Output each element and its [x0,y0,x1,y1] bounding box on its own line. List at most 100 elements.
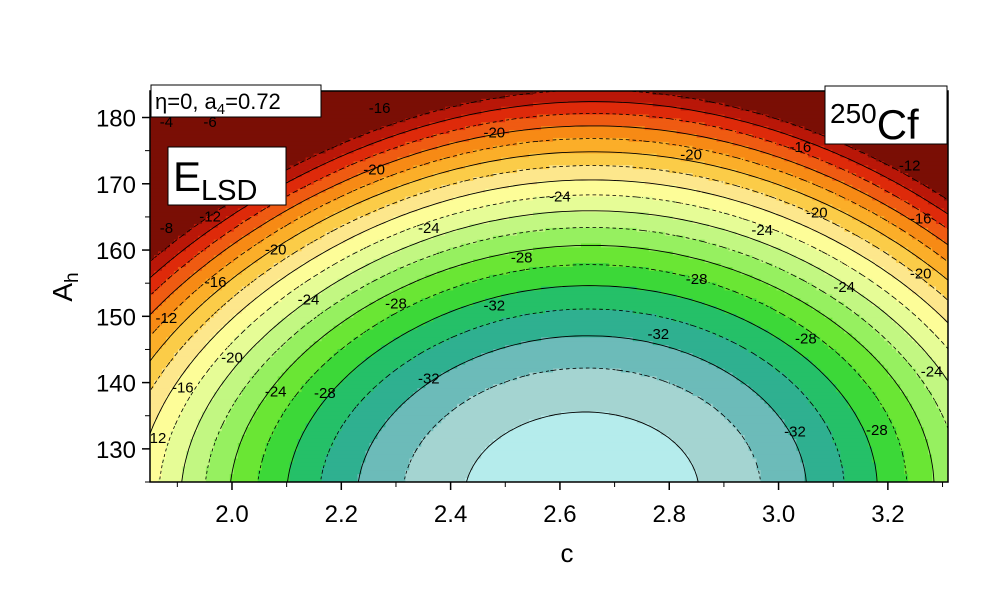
contour-band-cell [353,290,394,295]
contour-band-cell [229,243,255,248]
contour-band-cell [341,321,379,327]
contour-band-cell [868,435,897,440]
contour-band-cell [872,458,905,464]
contour-band-cell [209,227,235,233]
contour-band-cell [720,263,774,268]
contour-band-cell [217,388,243,393]
nucleus-mass-number: 250 [830,98,877,129]
contour-band-cell [936,364,948,370]
contour-band-cell [189,337,211,342]
contour-band-cell [217,309,243,315]
contour-band-cell [856,368,889,374]
y-tick-label: 160 [96,238,136,265]
contour-band-cell [752,122,793,127]
contour-band-cell [844,282,877,288]
contour-band-cell [812,263,845,268]
contour-band-cell [369,169,406,174]
contour-band-cell [325,360,363,366]
contour-band-cell [177,286,199,292]
contour-band-cell [856,251,889,256]
contour-band-cell [337,384,379,389]
contour-band-cell [321,309,359,315]
contour-band-cell [150,474,163,479]
contour-band-cell [493,235,686,241]
contour-band-cell [329,306,367,311]
contour-band-cell [792,317,833,323]
contour-band-cell [173,290,195,295]
contour-band-cell [165,341,187,346]
contour-band-cell [656,427,738,432]
contour-band-cell [880,231,909,237]
contour-band-cell [245,427,275,432]
contour-band-cell [150,130,371,135]
contour-band-cell [353,313,390,319]
contour-band-cell [393,173,434,178]
contour-band-cell [161,462,187,467]
contour-band-cell [469,395,702,401]
contour-band-cell [844,470,877,475]
contour-band-cell [265,333,295,338]
contour-band-cell [253,298,283,303]
contour-band-cell [349,137,383,143]
contour-band-cell [493,145,694,151]
contour-band-cell [892,274,921,280]
contour-band-cell [868,298,897,303]
contour-band-cell [780,266,821,272]
contour-band-cell [449,411,562,417]
contour-band-cell [405,227,458,233]
contour-band-cell [473,356,702,362]
contour-band-cell [377,192,418,198]
contour-band-cell [209,294,235,299]
contour-band-cell [301,325,335,331]
contour-band-cell [880,306,909,311]
contour-band-cell [337,435,379,440]
contour-band-cell [848,306,881,311]
contour-band-cell [221,352,247,358]
contour-band-cell [652,91,948,96]
contour-band-cell [285,368,319,374]
contour-band-cell [289,337,323,342]
contour-band-cell [213,360,239,366]
contour-band-cell [840,462,877,467]
contour-band-cell [273,216,299,221]
contour-band-cell [150,294,171,299]
contour-band-cell [177,306,199,311]
contour-band-cell [273,352,303,358]
contour-band-cell [756,466,805,471]
contour-band-cell [796,204,833,209]
contour-band-cell [856,173,881,178]
contour-band-cell [796,161,829,166]
contour-band-cell [161,368,187,374]
contour-band-cell [932,470,948,475]
contour-line [403,367,761,482]
contour-band-cell [309,259,343,264]
contour-band-cell [341,180,375,186]
contour-band-cell [904,462,933,467]
contour-band-cell [177,349,203,354]
y-tick-label: 140 [96,371,136,398]
contour-band-cell [201,220,223,225]
contour-band-cell [209,317,231,323]
nucleus-symbol: Cf [877,101,919,148]
contour-band-cell [185,247,207,252]
contour-band-cell [920,294,945,299]
contour-band-cell [632,165,722,170]
contour-band-cell [884,188,913,194]
contour-band-cell [273,231,299,237]
contour-band-cell [928,352,948,358]
contour-band-cell [493,173,694,178]
contour-band-cell [297,392,331,397]
contour-label: -32 [483,297,505,314]
contour-band-cell [477,278,702,284]
contour-label: -32 [784,423,806,440]
contour-band-cell [760,259,805,264]
contour-band-cell [904,392,933,397]
contour-band-cell [804,466,845,471]
contour-label: -24 [298,291,320,308]
contour-band-cell [321,474,359,479]
contour-line [230,244,935,482]
contour-band-cell [820,266,853,272]
contour-band-cell [345,345,383,350]
contour-band-cell [489,274,690,280]
contour-band-cell [150,313,171,319]
